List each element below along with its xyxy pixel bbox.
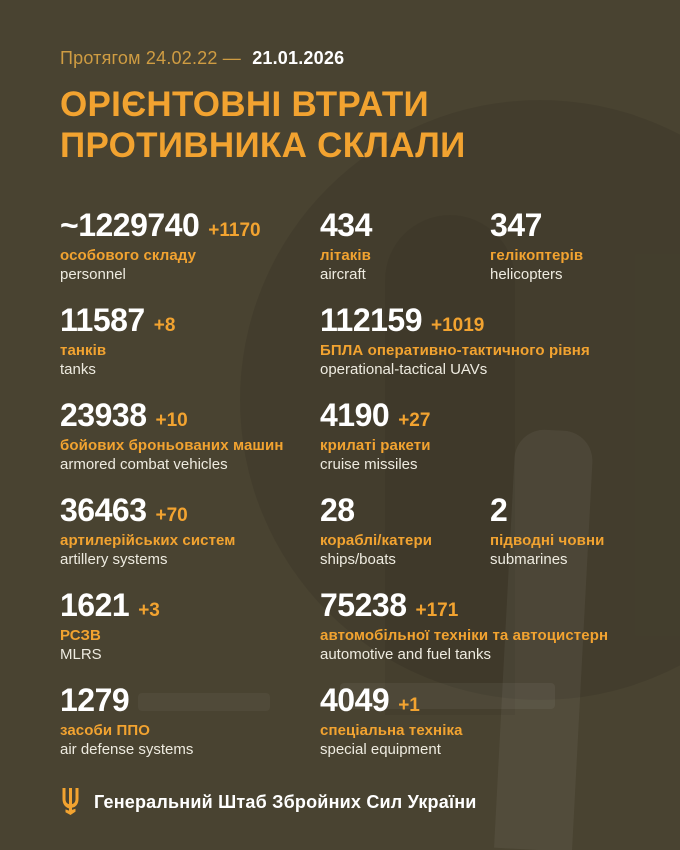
stat-value: 112159 (320, 301, 423, 338)
stat-label-en: cruise missiles (320, 455, 418, 473)
stat-label-ua: літаків (320, 246, 371, 264)
stat-armored-vehicles: 23938 +10 бойових броньованих машин armor… (60, 397, 320, 475)
footer-source-label: Генеральний Штаб Збройних Сил України (94, 791, 477, 812)
tryzub-icon (62, 788, 79, 815)
stat-delta: +8 (153, 314, 176, 336)
stat-value: 11587 (60, 301, 145, 338)
stat-label-en: helicopters (490, 265, 563, 283)
stat-cruise-missiles: 4190 +27 крилаті ракети cruise missiles (320, 397, 656, 475)
stat-value: 4190 (320, 396, 390, 433)
stat-value: 23938 (60, 396, 147, 433)
stat-delta: +1170 (208, 219, 261, 241)
stat-personnel: ~1229740 +1170 особового складу personnel (60, 207, 320, 285)
stat-label-en: submarines (490, 550, 568, 568)
stat-aircraft: 434 літаків aircraft (320, 207, 490, 285)
stat-label-en: aircraft (320, 265, 366, 283)
stat-submarines: 2 підводні човни submarines (490, 492, 656, 570)
stat-value: 347 (490, 206, 542, 243)
stat-delta: +3 (138, 599, 160, 621)
stat-value: 4049 (320, 681, 390, 718)
stat-label-en: armored combat vehicles (60, 455, 228, 473)
stat-helicopters: 347 гелікоптерів helicopters (490, 207, 656, 285)
footer-source: Генеральний Штаб Збройних Сил України (60, 788, 477, 816)
stat-label-ua: засоби ППО (60, 721, 150, 739)
stat-uavs: 112159 +1019 БПЛА оперативно-тактичного р… (320, 302, 656, 380)
stat-mlrs: 1621 +3 РСЗВ MLRS (60, 587, 320, 665)
page-title-line2: ПРОТИВНИКА СКЛАЛИ (60, 125, 466, 165)
stat-value: 1621 (60, 586, 130, 623)
report-period-prefix: Протягом 24.02.22 — (60, 48, 241, 68)
stat-label-ua: особового складу (60, 246, 197, 264)
stat-label-ua: БПЛА оперативно-тактичного рівня (320, 341, 590, 359)
stat-label-ua: крилаті ракети (320, 436, 431, 454)
stat-value: 36463 (60, 491, 147, 528)
stat-label-ua: танків (60, 341, 107, 359)
stat-label-en: tanks (60, 360, 96, 378)
stat-label-en: personnel (60, 265, 126, 283)
stat-automotive: 75238 +171 автомобільної техніки та автоц… (320, 587, 656, 665)
stat-label-en: automotive and fuel tanks (320, 645, 491, 663)
stat-delta: +171 (415, 599, 459, 621)
stat-value: 434 (320, 206, 372, 243)
stat-label-ua: РСЗВ (60, 626, 101, 644)
stat-delta: +70 (155, 504, 188, 526)
stat-label-en: air defense systems (60, 740, 194, 758)
stat-label-en: special equipment (320, 740, 441, 758)
stat-delta: +1019 (431, 314, 485, 336)
stat-label-ua: кораблі/катери (320, 531, 433, 549)
stat-ships: 28 кораблі/катери ships/boats (320, 492, 490, 570)
page-title-line1: ОРІЄНТОВНІ ВТРАТИ (60, 85, 429, 124)
stat-special-equipment: 4049 +1 спеціальна техніка special equipm… (320, 682, 656, 760)
stat-tanks: 11587 +8 танків tanks (60, 302, 320, 380)
stat-value: 28 (320, 491, 355, 528)
stat-air-defense: 1279 засоби ППО air defense systems (60, 682, 320, 760)
stat-label-ua: бойових броньованих машин (60, 436, 284, 454)
losses-grid: ~1229740 +1170 особового складу personnel… (60, 207, 656, 760)
stat-delta: +1 (398, 694, 420, 716)
stat-label-en: ships/boats (320, 550, 396, 568)
stat-label-en: MLRS (60, 645, 102, 663)
report-period: Протягом 24.02.22 — 21.01.2026 (60, 48, 656, 69)
stat-label-ua: гелікоптерів (490, 246, 584, 264)
stat-value: 2 (490, 491, 508, 528)
stat-label-ua: артилерійських систем (60, 531, 236, 549)
page-title: ОРІЄНТОВНІ ВТРАТИ ПРОТИВНИКА СКЛАЛИ (60, 85, 656, 167)
stat-label-ua: автомобільної техніки та автоцистерн (320, 626, 609, 644)
stat-label-en: artillery systems (60, 550, 168, 568)
stat-artillery: 36463 +70 артилерійських систем artillery… (60, 492, 320, 570)
stat-label-en: operational-tactical UAVs (320, 360, 488, 378)
stat-value: ~1229740 (60, 206, 200, 243)
stat-label-ua: спеціальна техніка (320, 721, 463, 739)
stat-value: 1279 (60, 681, 130, 718)
stat-label-ua: підводні човни (490, 531, 605, 549)
stat-delta: +27 (398, 409, 431, 431)
report-period-date: 21.01.2026 (252, 48, 345, 68)
stat-value: 75238 (320, 586, 407, 623)
stat-delta: +10 (155, 409, 188, 431)
